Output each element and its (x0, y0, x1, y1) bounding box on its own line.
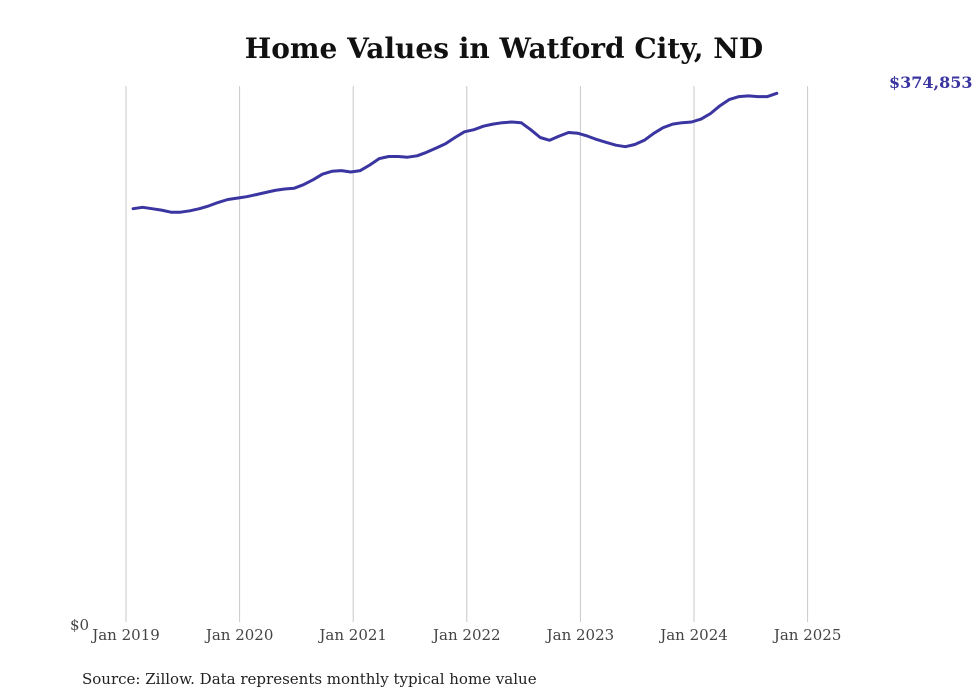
gridlines (125, 86, 809, 622)
chart-title: Home Values in Watford City, ND (245, 32, 763, 65)
series-line-home-value (131, 91, 779, 214)
y-tick-label-zero: $0 (70, 616, 89, 634)
source-note: Source: Zillow. Data represents monthly … (82, 670, 537, 688)
x-tick-label: Jan 2025 (772, 626, 842, 644)
x-tick-label: Jan 2023 (545, 626, 615, 644)
x-tick-label: Jan 2024 (658, 626, 728, 644)
end-value-label: $374,853 (889, 73, 973, 92)
x-axis-tick-labels: Jan 2019 Jan 2020 Jan 2021 Jan 2022 Jan 2023… (90, 626, 841, 644)
x-tick-label: Jan 2019 (90, 626, 160, 644)
x-tick-label: Jan 2021 (317, 626, 387, 644)
x-tick-label: Jan 2020 (204, 626, 274, 644)
x-tick-label: Jan 2022 (431, 626, 501, 644)
